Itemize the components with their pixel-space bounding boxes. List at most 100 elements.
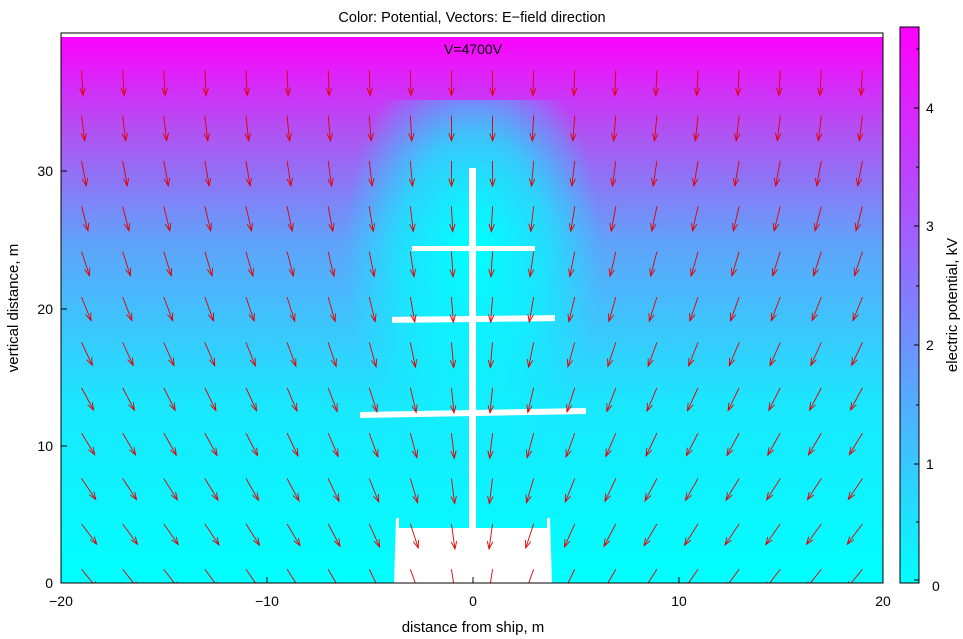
field-arrow-head: [730, 267, 738, 278]
field-arrow-shaft: [286, 296, 296, 322]
field-arrow-head: [79, 87, 86, 97]
field-arrow-head: [488, 269, 495, 279]
field-arrow-shaft: [490, 206, 493, 232]
field-arrow-head: [410, 313, 417, 324]
field-arrow-shaft: [409, 206, 414, 232]
field-arrow-head: [806, 491, 815, 501]
field-arrow-shaft: [81, 251, 90, 276]
field-arrow-shaft: [732, 206, 740, 231]
field-arrow-shaft: [286, 569, 297, 583]
field-arrow-shaft: [527, 387, 535, 413]
field-arrow-shaft: [81, 478, 97, 500]
field-arrow-shaft: [528, 569, 535, 583]
field-arrow-shaft: [163, 342, 175, 366]
field-arrow-shaft: [644, 478, 658, 502]
field-arrow-shaft: [687, 568, 699, 583]
x-tick-label: 10: [671, 593, 687, 609]
field-arrow-shaft: [451, 523, 456, 549]
field-arrow-shaft: [368, 569, 377, 583]
field-arrow-shaft: [567, 569, 576, 583]
field-arrow-head: [243, 87, 250, 97]
field-arrow-shaft: [451, 296, 454, 323]
field-arrow-shaft: [368, 251, 375, 277]
field-arrow-head: [450, 495, 457, 505]
field-arrow-shaft: [81, 568, 94, 583]
field-arrow-shaft: [81, 432, 96, 455]
field-arrow-shaft: [245, 160, 251, 186]
field-arrow-head: [408, 132, 415, 143]
field-arrow-head: [764, 536, 773, 546]
field-arrow-head: [855, 177, 863, 187]
field-arrow-shaft: [809, 568, 822, 583]
field-arrow-shaft: [765, 523, 781, 545]
field-arrow-shaft: [605, 432, 617, 457]
x-tick-label: −10: [255, 593, 279, 609]
field-arrow-head: [285, 132, 292, 142]
field-arrow-head: [691, 177, 699, 188]
field-arrow-head: [853, 267, 860, 277]
field-arrow-shaft: [489, 433, 493, 459]
field-arrow-shaft: [726, 432, 740, 456]
field-arrow-head: [731, 222, 739, 233]
field-arrow-head: [810, 357, 817, 367]
field-arrow-shaft: [567, 342, 576, 367]
field-arrow-head: [769, 357, 776, 367]
field-arrow-head: [686, 402, 694, 412]
ship-structure: [359, 168, 587, 583]
field-arrow-shaft: [204, 251, 213, 276]
field-arrow-shaft: [368, 296, 376, 322]
field-arrow-shaft: [573, 70, 576, 96]
field-arrow-shaft: [528, 296, 535, 322]
field-arrow-head: [449, 269, 456, 279]
field-arrow-shaft: [368, 342, 377, 367]
field-arrow-shaft: [204, 568, 216, 583]
field-arrow-shaft: [854, 251, 863, 276]
field-arrow-head: [450, 450, 457, 460]
field-arrow-shaft: [819, 70, 822, 96]
field-arrow-head: [161, 87, 168, 97]
field-arrow-shaft: [852, 296, 863, 321]
field-arrow-shaft: [737, 70, 740, 96]
field-arrow-head: [608, 268, 615, 278]
field-arrow-shaft: [81, 70, 84, 96]
field-arrow-shaft: [529, 251, 535, 277]
field-arrow-shaft: [652, 160, 658, 186]
field-arrow-head: [813, 222, 820, 233]
field-arrow-head: [122, 177, 130, 188]
field-arrow-shaft: [451, 251, 454, 277]
field-arrow-shaft: [684, 523, 699, 546]
field-arrow-head: [168, 357, 175, 367]
field-arrow-head: [87, 402, 95, 412]
field-arrow-shaft: [648, 296, 658, 322]
field-arrow-head: [724, 537, 732, 546]
field-arrow-head: [771, 267, 778, 278]
field-arrow-head: [448, 133, 455, 143]
field-arrow-shaft: [610, 206, 617, 232]
field-arrow-shaft: [451, 433, 455, 459]
field-arrow-shaft: [327, 478, 340, 502]
field-arrow-head: [854, 222, 861, 232]
field-arrow-head: [603, 583, 609, 591]
field-arrow-shaft: [488, 523, 493, 549]
field-arrow-head: [812, 267, 819, 277]
field-arrow-head: [375, 584, 381, 592]
field-arrow-shaft: [848, 432, 863, 455]
field-arrow-shaft: [409, 523, 419, 549]
yard-top: [412, 246, 535, 251]
field-arrow-shaft: [728, 342, 740, 366]
field-arrow-shaft: [566, 387, 576, 412]
field-arrow-head: [367, 132, 374, 143]
field-arrow-shaft: [163, 160, 169, 186]
field-arrow-head: [370, 313, 377, 323]
field-arrow-shaft: [204, 478, 219, 501]
field-arrow-head: [373, 538, 381, 549]
field-arrow-shaft: [734, 160, 740, 186]
colorbar-tick-label: 1: [926, 456, 934, 472]
colorbar-tick-label: 3: [926, 218, 934, 234]
field-arrow-head: [167, 312, 174, 322]
voltage-annotation: V=4700V: [444, 41, 503, 57]
field-arrow-head: [525, 539, 532, 550]
field-arrow-head: [371, 403, 378, 414]
field-arrow-shaft: [163, 70, 166, 96]
field-arrow-shaft: [816, 160, 822, 186]
